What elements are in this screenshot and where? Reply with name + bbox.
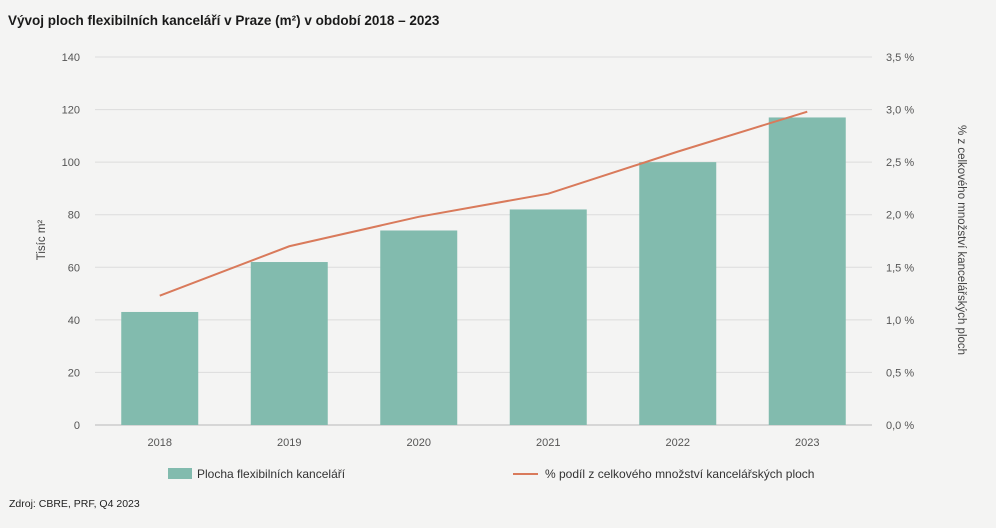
y-tick-label: 80	[68, 210, 80, 222]
right-axis-title: % z celkového množství kancelářských plo…	[955, 125, 967, 355]
legend-bar-swatch	[168, 468, 192, 479]
left-axis-ticks: 0 20 40 60 80 100 120 140	[62, 52, 80, 432]
x-tick-label: 2018	[148, 437, 172, 449]
y2-tick-label: 2,5 %	[886, 157, 914, 169]
x-tick-label: 2022	[666, 437, 690, 449]
bar-series	[121, 117, 846, 425]
line-series	[159, 110, 808, 297]
bar	[121, 311, 199, 425]
y-tick-label: 60	[68, 262, 80, 274]
right-axis-ticks: 0,0 % 0,5 % 1,0 % 1,5 % 2,0 % 2,5 % 3,0 % 3,5 %	[886, 52, 914, 432]
y-tick-label: 20	[68, 367, 80, 379]
legend-line-label: % podíl z celkového množství kancelářský…	[545, 467, 814, 481]
x-tick-label: 2023	[795, 437, 819, 449]
y2-tick-label: 0,5 %	[886, 367, 914, 379]
series-line	[159, 110, 808, 297]
y2-tick-label: 0,0 %	[886, 420, 914, 432]
y2-tick-label: 3,5 %	[886, 52, 914, 64]
y-tick-label: 0	[74, 420, 80, 432]
x-tick-label: 2021	[536, 437, 560, 449]
bar	[639, 162, 717, 425]
chart-title: Vývoj ploch flexibilních kanceláří v Pra…	[8, 13, 440, 28]
left-axis-title: Tisíc m²	[36, 220, 48, 261]
bar	[380, 230, 458, 425]
y2-tick-label: 2,0 %	[886, 210, 914, 222]
x-tick-label: 2020	[407, 437, 431, 449]
x-tick-label: 2019	[277, 437, 301, 449]
gridlines	[95, 56, 872, 426]
y-tick-label: 140	[62, 52, 80, 64]
bar	[509, 209, 587, 425]
y-tick-label: 100	[62, 157, 80, 169]
bar	[250, 262, 328, 425]
y-tick-label: 120	[62, 105, 80, 117]
x-axis-ticks: 2018 2019 2020 2021 2022 2023	[148, 437, 820, 449]
y2-tick-label: 3,0 %	[886, 105, 914, 117]
y-tick-label: 40	[68, 315, 80, 327]
bar	[768, 117, 846, 425]
source-note: Zdroj: CBRE, PRF, Q4 2023	[9, 498, 140, 510]
y2-tick-label: 1,5 %	[886, 262, 914, 274]
y2-tick-label: 1,0 %	[886, 315, 914, 327]
legend-bar-label: Plocha flexibilních kanceláří	[197, 467, 346, 481]
legend: Plocha flexibilních kanceláří % podíl z …	[168, 467, 814, 481]
